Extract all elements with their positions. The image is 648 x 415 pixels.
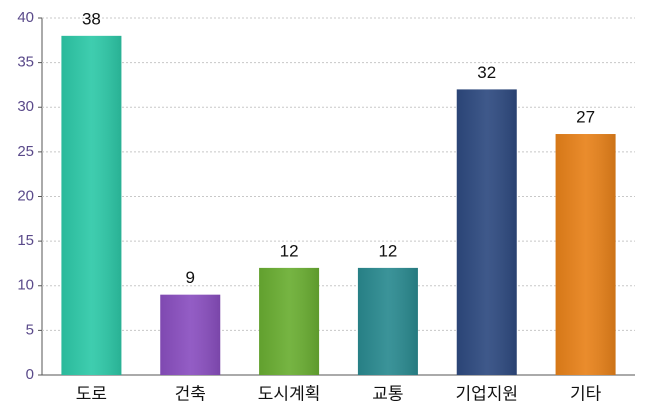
value-label: 9 bbox=[186, 268, 195, 287]
y-tick-label: 30 bbox=[17, 98, 34, 115]
x-tick-label: 도로 bbox=[76, 384, 107, 403]
bar-shade bbox=[357, 267, 418, 375]
x-tick-label: 기타 bbox=[570, 384, 602, 403]
value-label: 38 bbox=[82, 9, 101, 28]
bar-shade bbox=[259, 267, 320, 375]
y-tick-label: 15 bbox=[17, 232, 34, 249]
value-label: 12 bbox=[378, 241, 397, 260]
bar-shade bbox=[555, 134, 616, 375]
x-tick-label: 건축 bbox=[175, 384, 206, 403]
y-tick-label: 35 bbox=[17, 54, 34, 71]
bar-shade bbox=[456, 89, 517, 376]
y-tick-label: 40 bbox=[17, 9, 34, 26]
y-tick-label: 10 bbox=[17, 277, 34, 294]
x-tick-label: 기업지원 bbox=[455, 384, 518, 403]
value-label: 32 bbox=[477, 63, 496, 82]
x-tick-label: 교통 bbox=[372, 384, 403, 403]
x-tick-label: 도시계획 bbox=[258, 384, 321, 403]
bar-shade bbox=[61, 35, 122, 375]
y-tick-label: 25 bbox=[17, 143, 34, 160]
value-label: 27 bbox=[576, 108, 595, 127]
y-tick-label: 0 bbox=[26, 366, 34, 383]
value-label: 12 bbox=[280, 241, 299, 260]
y-tick-label: 5 bbox=[26, 321, 34, 338]
y-tick-label: 20 bbox=[17, 187, 34, 204]
bar-shade bbox=[160, 294, 221, 375]
